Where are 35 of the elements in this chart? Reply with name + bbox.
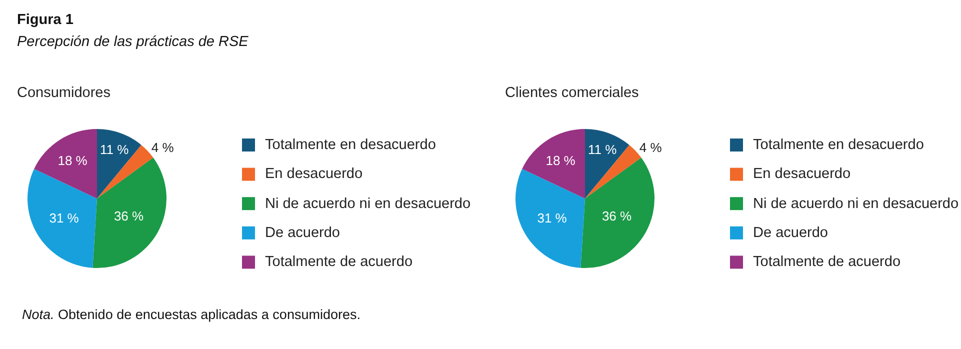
pie-slice <box>92 158 166 268</box>
legend-label: De acuerdo <box>265 225 340 241</box>
pie-slice <box>34 129 97 198</box>
chart-title: Clientes comerciales <box>505 85 639 101</box>
pie-slice <box>522 129 585 198</box>
legend-label: Totalmente de acuerdo <box>753 254 901 270</box>
data-label: 36 % <box>602 208 632 224</box>
data-label: 18 % <box>546 152 576 168</box>
legend-label: En desacuerdo <box>265 166 363 182</box>
pie-slice <box>97 129 142 198</box>
pie-slice <box>28 168 97 268</box>
pie-slice <box>516 168 585 268</box>
data-label: 4 % <box>639 140 662 155</box>
text: Figura 1 <box>17 12 74 28</box>
legend-label: Ni de acuerdo ni en desacuerdo <box>265 196 471 212</box>
legend-label: Totalmente en desacuerdo <box>265 137 436 153</box>
pie-slice <box>585 129 630 198</box>
pie-slice <box>585 144 642 198</box>
legend-label: Totalmente en desacuerdo <box>753 137 924 153</box>
data-label: 31 % <box>49 210 80 226</box>
legend-label: En desacuerdo <box>753 166 851 182</box>
legend-label: Ni de acuerdo ni en desacuerdo <box>753 196 959 212</box>
legend-label: De acuerdo <box>753 225 828 241</box>
data-label: 11 % <box>588 142 618 158</box>
text: Percepción de las prácticas de RSE <box>17 34 249 50</box>
text: Nota. Obtenido de encuestas aplicadas a consumidores. <box>22 307 360 322</box>
data-label: 31 % <box>537 210 568 226</box>
data-label: 4 % <box>151 140 174 155</box>
pie-slice <box>97 144 154 198</box>
chart-title: Consumidores <box>17 85 110 101</box>
data-label: 18 % <box>58 152 88 168</box>
legend-label: Totalmente de acuerdo <box>265 254 413 270</box>
data-label: 11 % <box>100 142 130 158</box>
data-label: 36 % <box>114 208 144 224</box>
pie-slice <box>580 158 654 268</box>
